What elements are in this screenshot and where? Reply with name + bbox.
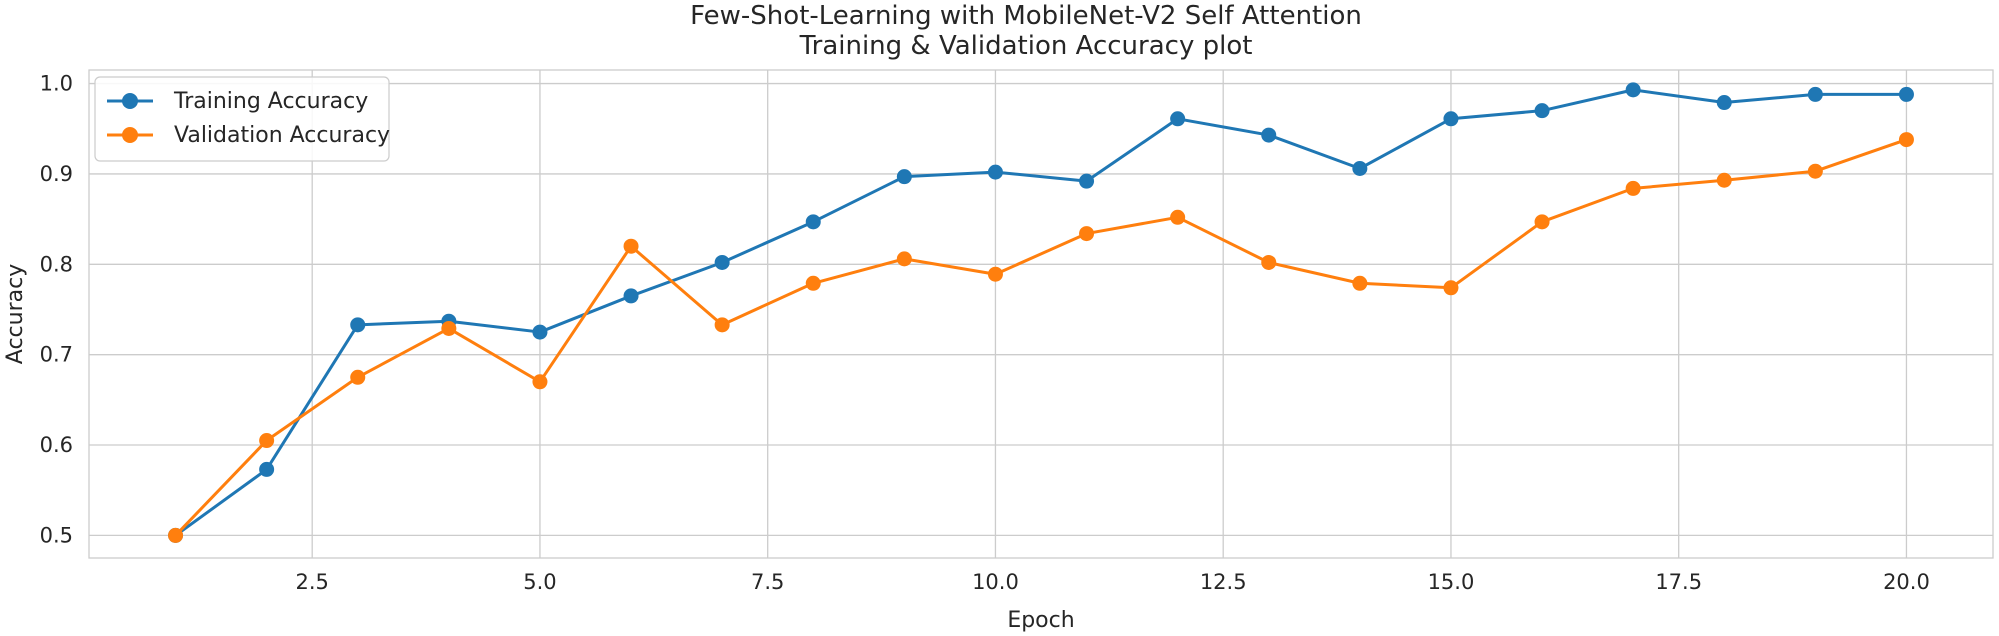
- legend-label-training: Training Accuracy: [173, 89, 368, 114]
- series-line-validation: [174, 138, 1907, 537]
- legend-marker-training: [122, 93, 138, 109]
- data-point-validation: [896, 251, 912, 267]
- chart-title-line-2: Training & Validation Accuracy plot: [799, 31, 1253, 61]
- data-point-validation: [1898, 132, 1914, 148]
- data-point-validation: [441, 320, 457, 336]
- legend-marker-validation: [122, 127, 138, 143]
- legend-label-validation: Validation Accuracy: [174, 123, 390, 148]
- grid-lines: [89, 70, 1993, 558]
- data-point-validation: [714, 317, 730, 333]
- legend: Training Accuracy Validation Accuracy: [94, 76, 390, 162]
- x-tick-label: 5.0: [523, 570, 556, 594]
- data-point-validation: [1807, 163, 1823, 179]
- data-point-validation: [805, 275, 821, 291]
- x-axis-label: Epoch: [1007, 608, 1074, 633]
- data-point-training: [1443, 111, 1459, 127]
- x-tick-label: 10.0: [972, 570, 1019, 594]
- x-tick-label: 17.5: [1655, 570, 1702, 594]
- data-point-validation: [532, 374, 548, 390]
- y-tick-label: 0.7: [40, 343, 73, 367]
- data-point-training: [896, 169, 912, 185]
- series-validation: [168, 132, 1914, 543]
- data-point-validation: [1534, 214, 1550, 230]
- data-point-validation: [987, 266, 1003, 282]
- y-tick-label: 0.9: [40, 162, 73, 186]
- data-point-training: [1625, 82, 1641, 98]
- data-point-validation: [1443, 280, 1459, 296]
- data-point-training: [1170, 111, 1186, 127]
- series-layer: [168, 82, 1914, 543]
- axis-ticks: 2.5 5.0 7.5 10.0 12.5 15.0 17.5 20.0 0.5 0.6 0.7 0.…: [40, 72, 1930, 594]
- y-tick-label: 0.6: [40, 433, 73, 457]
- x-tick-label: 15.0: [1428, 570, 1475, 594]
- data-point-validation: [350, 369, 366, 385]
- x-tick-label: 2.5: [295, 570, 328, 594]
- data-point-training: [987, 164, 1003, 180]
- y-axis-label: Accuracy: [3, 264, 28, 364]
- data-point-validation: [1261, 254, 1277, 270]
- data-point-training: [1898, 86, 1914, 102]
- data-point-training: [1261, 127, 1277, 143]
- data-point-training: [259, 461, 275, 477]
- data-point-training: [350, 317, 366, 333]
- x-tick-label: 20.0: [1883, 570, 1930, 594]
- data-point-training: [532, 324, 548, 340]
- data-point-validation: [1625, 180, 1641, 196]
- data-point-training: [1079, 173, 1095, 189]
- x-tick-label: 7.5: [751, 570, 784, 594]
- data-point-training: [714, 254, 730, 270]
- y-tick-label: 1.0: [40, 72, 73, 96]
- data-point-training: [1716, 95, 1732, 111]
- data-point-training: [805, 214, 821, 230]
- plot-area: [88, 69, 1994, 559]
- data-point-validation: [623, 238, 639, 254]
- data-point-validation: [1079, 226, 1095, 242]
- data-point-validation: [1352, 275, 1368, 291]
- data-point-training: [1352, 161, 1368, 177]
- data-point-training: [1807, 86, 1823, 102]
- data-point-validation: [1170, 209, 1186, 225]
- data-point-training: [623, 288, 639, 304]
- data-point-validation: [259, 433, 275, 449]
- x-tick-label: 12.5: [1200, 570, 1247, 594]
- legend-box: [94, 76, 390, 162]
- data-point-training: [1534, 103, 1550, 119]
- series-line-training: [174, 88, 1907, 537]
- chart-title-line-1: Few-Shot-Learning with MobileNet-V2 Self…: [690, 1, 1362, 31]
- series-training: [168, 82, 1914, 543]
- data-point-validation: [168, 527, 184, 543]
- data-point-validation: [1716, 172, 1732, 188]
- y-tick-label: 0.5: [40, 523, 73, 547]
- y-tick-label: 0.8: [40, 252, 73, 276]
